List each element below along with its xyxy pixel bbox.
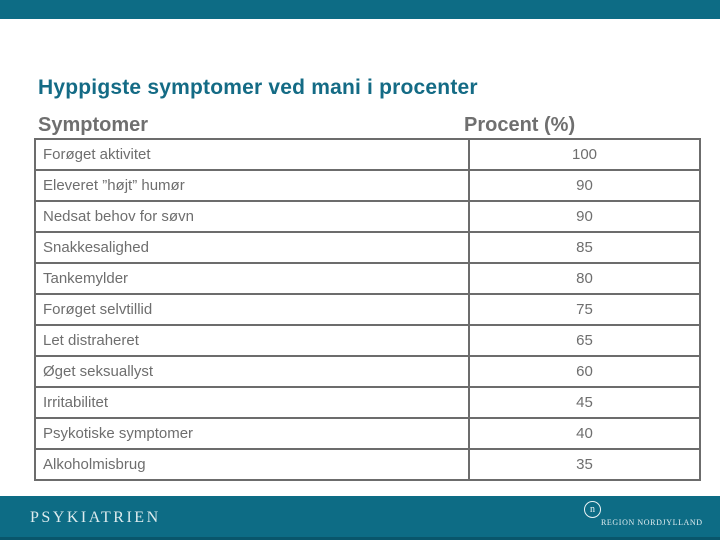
procent-cell: 40 [468,417,701,450]
procent-cell: 60 [468,355,701,388]
table-row: Forøget aktivitet 100 [34,138,701,171]
procent-cell: 45 [468,386,701,419]
table-row: Tankemylder 80 [34,262,701,295]
footer-color-band: PSYKIATRIEN n REGION NORDJYLLAND [0,496,720,540]
psykiatrien-wordmark: PSYKIATRIEN [30,509,161,526]
symptom-cell: Øget seksuallyst [34,355,470,388]
procent-cell: 100 [468,138,701,171]
table-row: Forøget selvtillid 75 [34,293,701,326]
slide-title: Hyppigste symptomer ved mani i procenter [38,76,478,99]
procent-cell: 75 [468,293,701,326]
table-row: Let distraheret 65 [34,324,701,357]
symptom-cell: Nedsat behov for søvn [34,200,470,233]
table-row: Alkoholmisbrug 35 [34,448,701,481]
symptom-cell: Eleveret ”højt” humør [34,169,470,202]
procent-cell: 65 [468,324,701,357]
table-row: Eleveret ”højt” humør 90 [34,169,701,202]
footer-dark-edge [0,537,720,540]
procent-cell: 35 [468,448,701,481]
symptom-cell: Snakkesalighed [34,231,470,264]
symptom-cell: Irritabilitet [34,386,470,419]
column-header-symptomer: Symptomer [38,114,149,136]
symptom-cell: Alkoholmisbrug [34,448,470,481]
symptom-cell: Psykotiske symptomer [34,417,470,450]
symptom-cell: Forøget selvtillid [34,293,470,326]
table-row: Psykotiske symptomer 40 [34,417,701,450]
region-nordjylland-logo: n REGION NORDJYLLAND [584,501,706,533]
table-row: Irritabilitet 45 [34,386,701,419]
procent-cell: 85 [468,231,701,264]
symptom-table: Forøget aktivitet 100 Eleveret ”højt” hu… [34,138,701,481]
region-logo-circle-icon: n [584,501,601,518]
table-row: Nedsat behov for søvn 90 [34,200,701,233]
region-logo-label: REGION NORDJYLLAND [601,518,703,527]
procent-cell: 90 [468,200,701,233]
procent-cell: 90 [468,169,701,202]
symptom-cell: Let distraheret [34,324,470,357]
symptom-cell: Forøget aktivitet [34,138,470,171]
top-color-band [0,0,720,19]
table-row: Snakkesalighed 85 [34,231,701,264]
symptom-cell: Tankemylder [34,262,470,295]
column-header-procent: Procent (%) [464,114,576,136]
table-row: Øget seksuallyst 60 [34,355,701,388]
procent-cell: 80 [468,262,701,295]
